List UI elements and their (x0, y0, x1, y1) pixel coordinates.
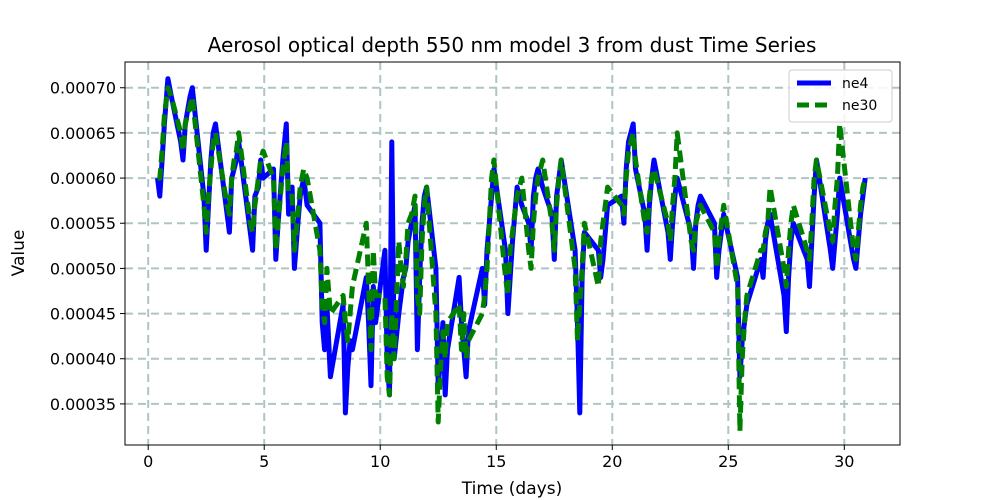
x-tick-label: 25 (718, 452, 738, 471)
y-axis-label: Value (9, 230, 29, 277)
legend: ne4 ne30 (788, 69, 893, 123)
x-tick-label: 20 (602, 452, 622, 471)
grid-layer (125, 62, 900, 445)
y-tick-label: 0.00040 (50, 350, 116, 369)
x-tick-label: 0 (143, 452, 153, 471)
y-tick-label: 0.00070 (50, 79, 116, 98)
y-tick-label: 0.00035 (50, 395, 116, 414)
x-tick-label: 15 (486, 452, 506, 471)
x-axis-label: Time (days) (461, 479, 562, 499)
y-tick-label: 0.00050 (50, 259, 116, 278)
x-tick-label: 5 (259, 452, 269, 471)
x-tick-label: 30 (834, 452, 854, 471)
series-line-ne30 (157, 85, 868, 434)
plot-frame (124, 61, 901, 446)
chart-title: Aerosol optical depth 550 nm model 3 fro… (208, 33, 817, 57)
x-tick-label: 10 (370, 452, 390, 471)
y-tick-label: 0.00055 (50, 214, 116, 233)
y-tick-label: 0.00045 (50, 305, 116, 324)
x-axis-ticks: 0 5 10 15 20 25 30 (143, 445, 854, 471)
legend-box (788, 69, 893, 123)
legend-label-ne30: ne30 (842, 98, 877, 114)
legend-label-ne4: ne4 (842, 76, 868, 92)
y-tick-label: 0.00060 (50, 169, 116, 188)
series-layer (155, 76, 868, 434)
y-axis-ticks: 0.00035 0.00040 0.00045 0.00050 0.00055 0.000… (50, 79, 125, 414)
y-tick-label: 0.00065 (50, 124, 116, 143)
